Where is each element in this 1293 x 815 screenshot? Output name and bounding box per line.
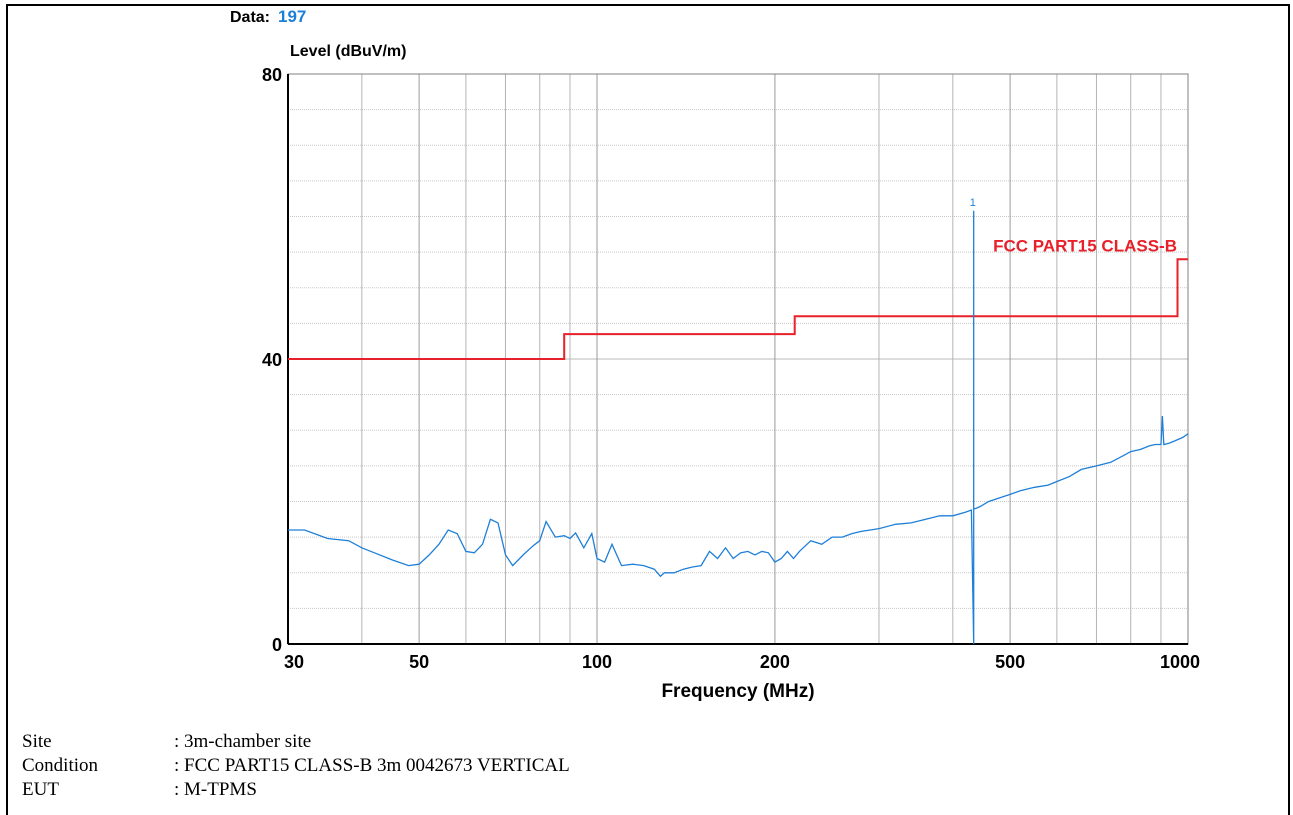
data-value: 197 (278, 7, 306, 26)
info-key: Site (22, 731, 52, 752)
limit-label: FCC PART15 CLASS-B (993, 237, 1177, 256)
x-tick-label: 200 (760, 652, 790, 672)
info-row-site: Site 3m-chamber site (22, 730, 570, 754)
x-tick-label: 50 (409, 652, 429, 672)
y-axis-label: Level (dBuV/m) (290, 43, 406, 60)
info-row-condition: Condition FCC PART15 CLASS-B 3m 0042673 … (22, 754, 570, 778)
emission-chart: Data: 197 Level (dBuV/m) Frequency (MHz)… (230, 7, 1200, 702)
emission-trace (288, 210, 1189, 645)
info-row-eut: EUT M-TPMS (22, 778, 570, 802)
info-value: M-TPMS (174, 778, 257, 802)
info-value: 3m-chamber site (174, 730, 311, 754)
report-frame (6, 4, 1290, 815)
y-tick-label: 40 (262, 350, 282, 370)
info-value: FCC PART15 CLASS-B 3m 0042673 VERTICAL (174, 754, 570, 778)
y-tick-label: 0 (272, 635, 282, 655)
x-tick-label: 100 (582, 652, 612, 672)
y-tick-label: 80 (262, 65, 282, 85)
plot-area: 0 40 80 30 50 100 200 500 1000 FCC PART15 CLASS-B… (262, 65, 1200, 672)
limit-line (288, 258, 1188, 360)
info-key: EUT (22, 779, 59, 800)
x-axis-label: Frequency (MHz) (661, 681, 814, 702)
test-info: Site 3m-chamber site Condition FCC PART1… (22, 730, 570, 802)
marker-label: 1 (970, 197, 976, 209)
x-tick-label: 500 (995, 652, 1025, 672)
x-tick-label: 1000 (1160, 652, 1200, 672)
data-label: Data: (230, 9, 270, 26)
x-tick-label: 30 (284, 652, 304, 672)
info-key: Condition (22, 755, 99, 776)
